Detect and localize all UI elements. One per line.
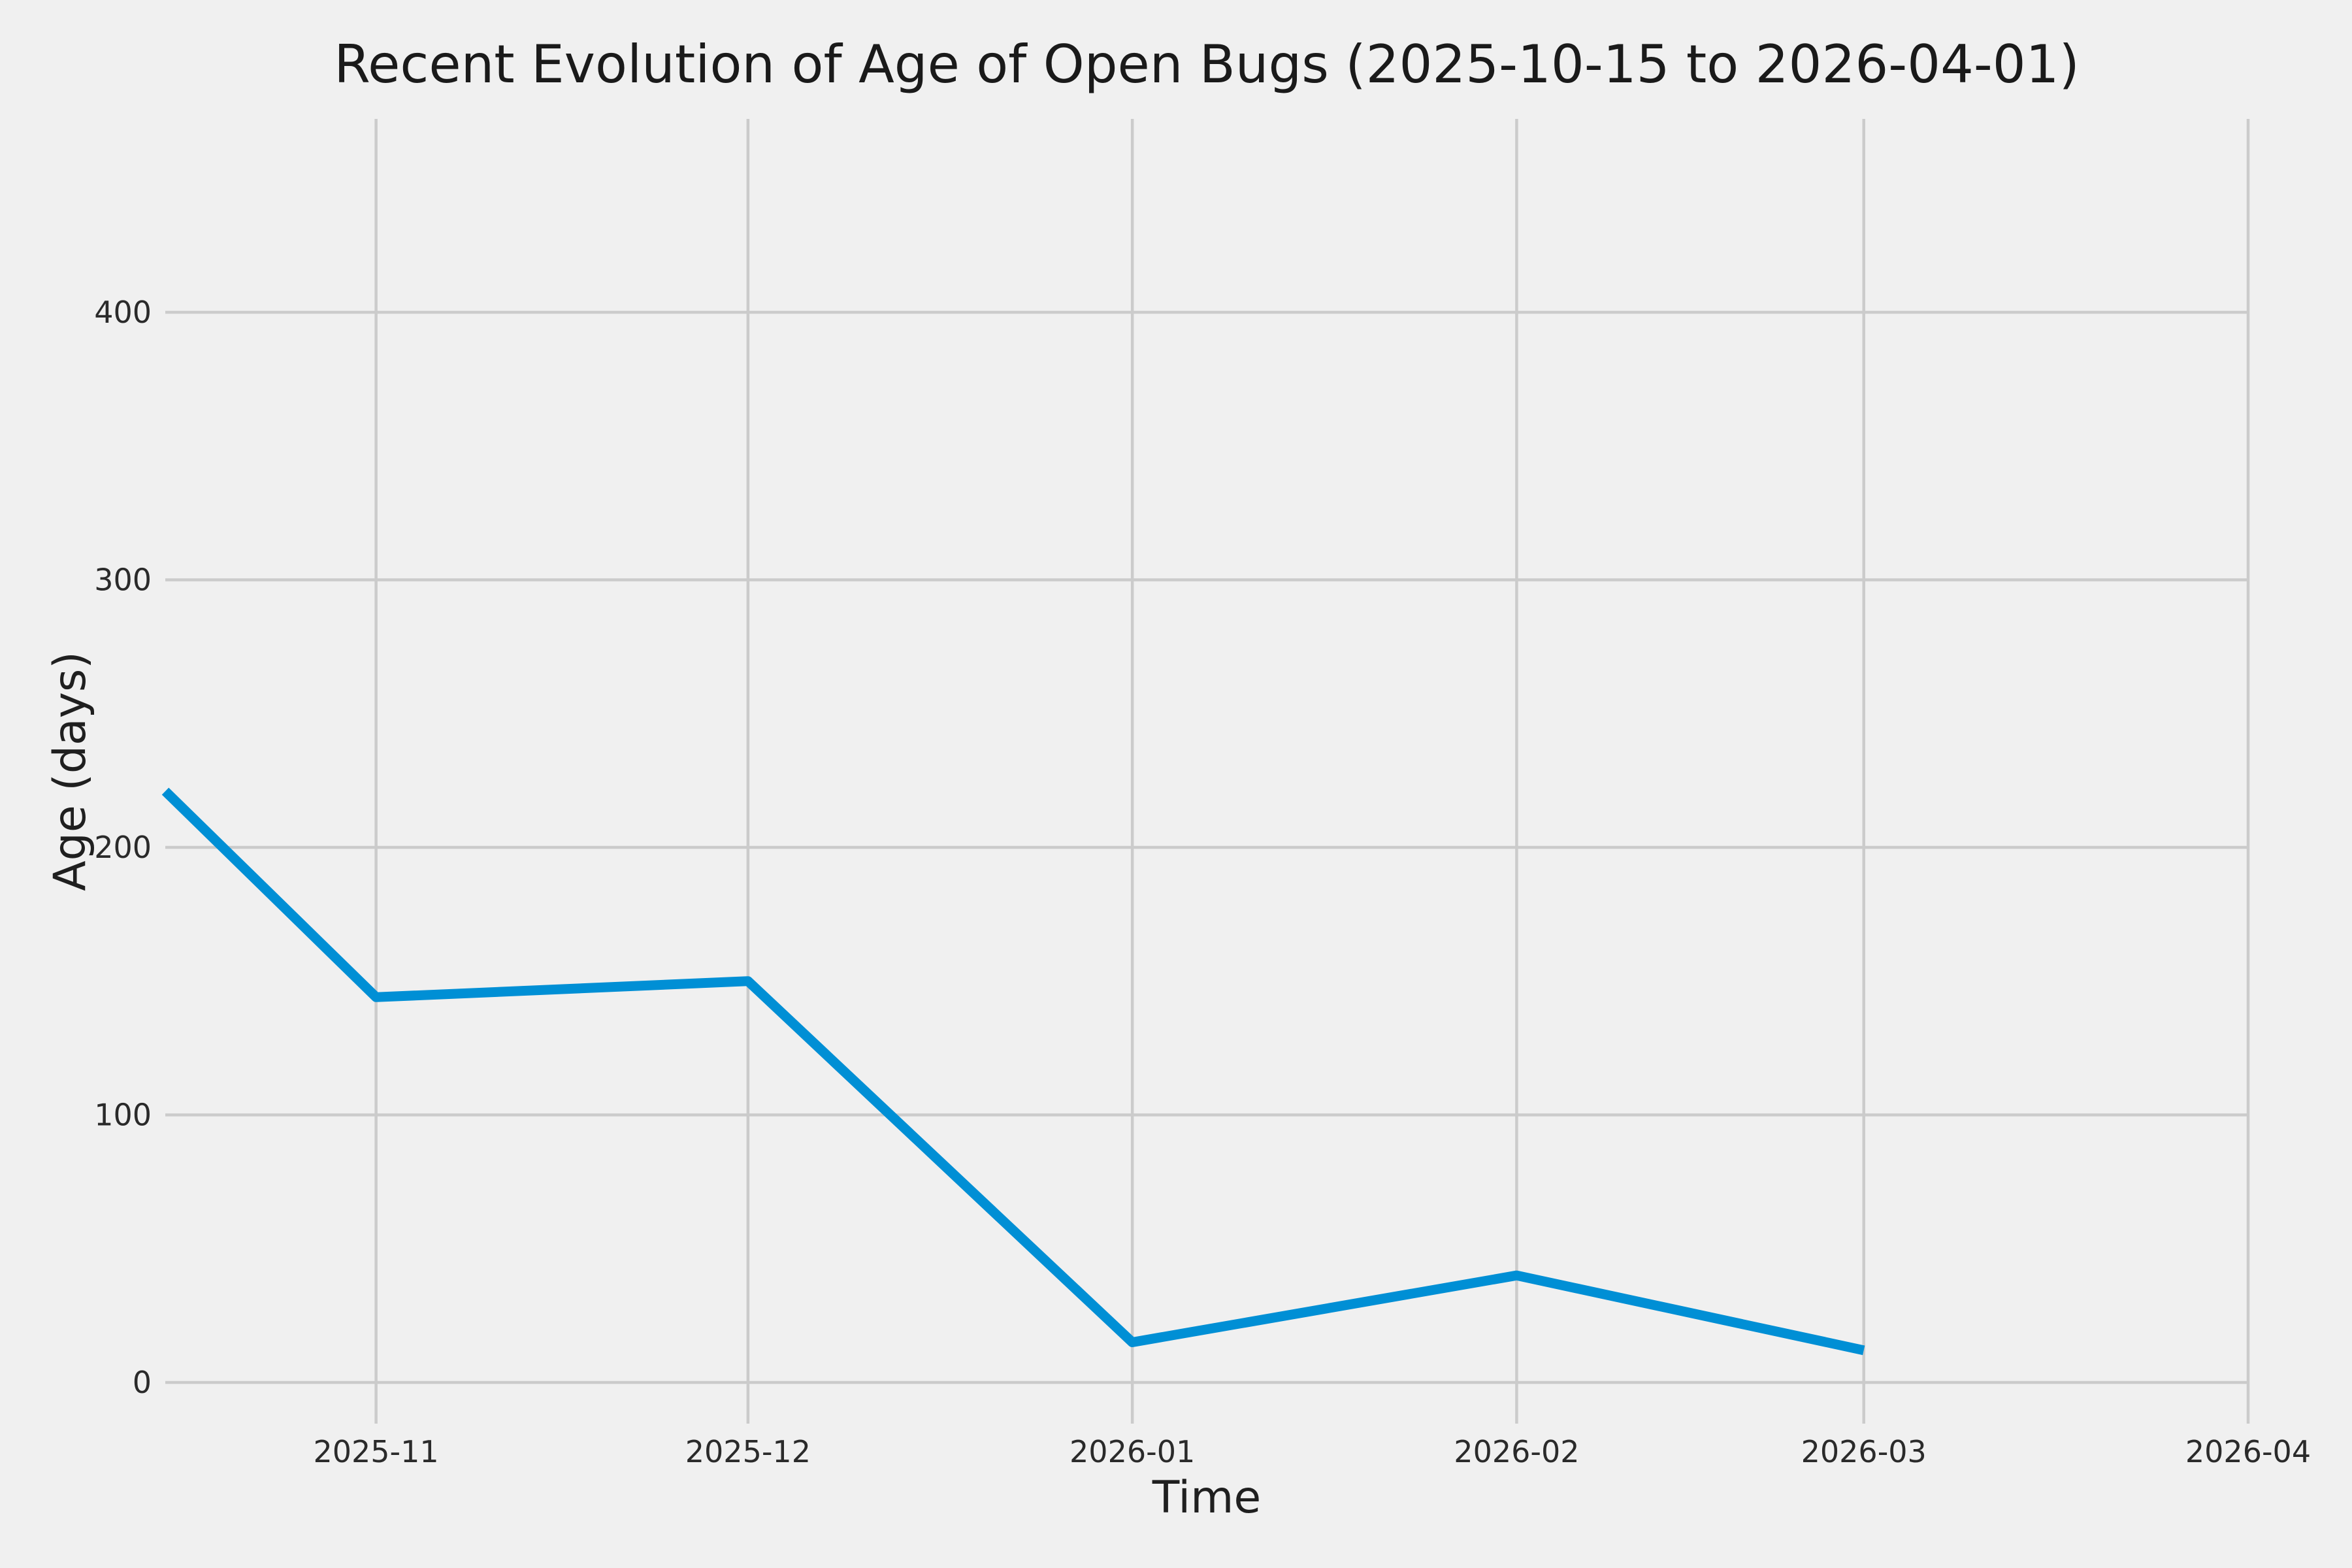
- y-axis-label: Age (days): [44, 651, 96, 891]
- x-tick-label: 2026-04: [2185, 1434, 2311, 1469]
- x-axis-label: Time: [1152, 1472, 1261, 1524]
- x-tick-label: 2025-11: [313, 1434, 438, 1469]
- gridlines: [165, 119, 2250, 1424]
- x-axis-tick-labels: 2025-11 2025-12 2026-01 2026-02 2026-03 2026-…: [313, 1434, 2311, 1469]
- x-tick-label: 2026-02: [1454, 1434, 1579, 1469]
- y-tick-label: 300: [94, 563, 152, 598]
- x-tick-label: 2025-12: [685, 1434, 811, 1469]
- chart-title: Recent Evolution of Age of Open Bugs (20…: [334, 34, 2080, 95]
- y-tick-label: 200: [94, 830, 152, 865]
- y-axis-tick-labels: 0 100 200 300 400: [94, 295, 152, 1400]
- y-tick-label: 400: [94, 295, 152, 330]
- y-tick-label: 0: [133, 1365, 152, 1400]
- x-tick-label: 2026-03: [1801, 1434, 1927, 1469]
- x-tick-label: 2026-01: [1070, 1434, 1195, 1469]
- y-tick-label: 100: [94, 1097, 152, 1132]
- bug-age-line-series: [161, 787, 1865, 1356]
